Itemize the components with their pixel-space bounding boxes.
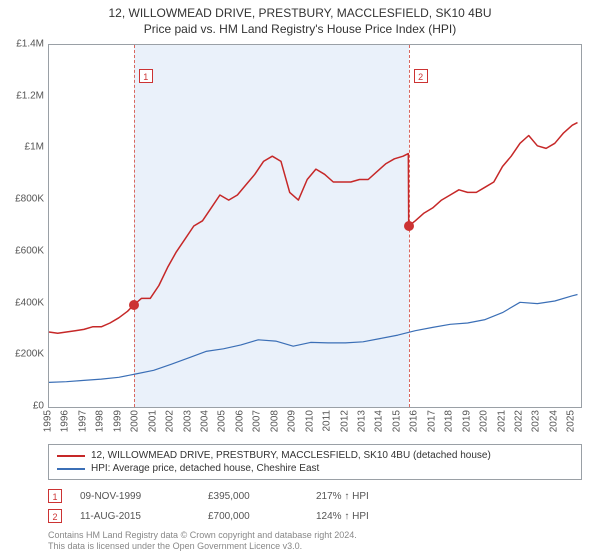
x-tick-label: 2012: [339, 410, 350, 432]
y-tick-label: £1M: [0, 142, 44, 153]
chart-plot-area: 12: [48, 44, 582, 408]
x-tick-label: 2011: [322, 410, 333, 432]
x-tick-label: 2015: [391, 410, 402, 432]
x-tick-label: 1999: [112, 410, 123, 432]
transaction-index: 1: [48, 489, 62, 503]
transaction-date: 11-AUG-2015: [80, 511, 190, 522]
y-tick-label: £1.2M: [0, 90, 44, 101]
x-tick-label: 2017: [426, 410, 437, 432]
x-tick-label: 1995: [43, 410, 54, 432]
legend-swatch: [57, 455, 85, 457]
x-tick-label: 2004: [199, 410, 210, 432]
chart-title-2: Price paid vs. HM Land Registry's House …: [0, 22, 600, 36]
legend: 12, WILLOWMEAD DRIVE, PRESTBURY, MACCLES…: [48, 444, 582, 480]
x-tick-label: 2010: [304, 410, 315, 432]
transaction-row: 1 09-NOV-1999 £395,000 217% ↑ HPI: [48, 486, 582, 506]
y-tick-label: £1.4M: [0, 39, 44, 50]
y-tick-label: £800K: [0, 194, 44, 205]
x-tick-label: 2002: [165, 410, 176, 432]
x-tick-label: 2001: [147, 410, 158, 432]
footer-attribution: Contains HM Land Registry data © Crown c…: [48, 530, 582, 552]
x-tick-label: 2008: [269, 410, 280, 432]
transaction-hpi-delta: 124% ↑ HPI: [316, 511, 426, 522]
x-tick-label: 2018: [444, 410, 455, 432]
transaction-row: 2 11-AUG-2015 £700,000 124% ↑ HPI: [48, 506, 582, 526]
x-tick-label: 1997: [77, 410, 88, 432]
x-tick-label: 1996: [60, 410, 71, 432]
price-marker: [129, 300, 139, 310]
y-tick-label: £400K: [0, 297, 44, 308]
footer-line-1: Contains HM Land Registry data © Crown c…: [48, 530, 582, 541]
price-marker: [404, 221, 414, 231]
y-tick-label: £0: [0, 401, 44, 412]
x-tick-label: 2022: [513, 410, 524, 432]
transaction-price: £700,000: [208, 511, 298, 522]
x-tick-label: 2020: [479, 410, 490, 432]
transaction-price: £395,000: [208, 491, 298, 502]
x-tick-label: 2025: [566, 410, 577, 432]
y-tick-label: £200K: [0, 349, 44, 360]
x-tick-label: 2019: [461, 410, 472, 432]
y-tick-label: £600K: [0, 245, 44, 256]
x-tick-label: 2023: [531, 410, 542, 432]
transaction-hpi-delta: 217% ↑ HPI: [316, 491, 426, 502]
chart-title-1: 12, WILLOWMEAD DRIVE, PRESTBURY, MACCLES…: [0, 6, 600, 20]
legend-swatch: [57, 468, 85, 470]
x-tick-label: 2016: [409, 410, 420, 432]
legend-label: 12, WILLOWMEAD DRIVE, PRESTBURY, MACCLES…: [91, 450, 491, 461]
x-tick-label: 2014: [374, 410, 385, 432]
x-tick-label: 2000: [130, 410, 141, 432]
x-tick-label: 2013: [356, 410, 367, 432]
series-hpi: [49, 295, 578, 383]
x-tick-label: 2009: [287, 410, 298, 432]
footer-line-2: This data is licensed under the Open Gov…: [48, 541, 582, 552]
x-tick-label: 2007: [252, 410, 263, 432]
x-tick-label: 2021: [496, 410, 507, 432]
transaction-date: 09-NOV-1999: [80, 491, 190, 502]
transaction-table: 1 09-NOV-1999 £395,000 217% ↑ HPI 2 11-AUG-20…: [48, 486, 582, 526]
transaction-index: 2: [48, 509, 62, 523]
x-tick-label: 2006: [234, 410, 245, 432]
legend-label: HPI: Average price, detached house, Ches…: [91, 463, 319, 474]
x-tick-label: 1998: [95, 410, 106, 432]
x-tick-label: 2024: [548, 410, 559, 432]
x-tick-label: 2003: [182, 410, 193, 432]
legend-item: 12, WILLOWMEAD DRIVE, PRESTBURY, MACCLES…: [57, 449, 573, 462]
legend-item: HPI: Average price, detached house, Ches…: [57, 462, 573, 475]
x-tick-label: 2005: [217, 410, 228, 432]
